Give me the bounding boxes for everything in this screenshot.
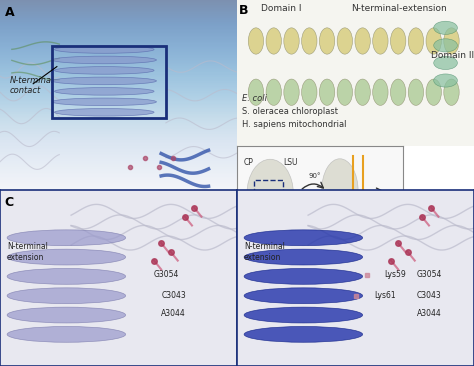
Text: C3043: C3043 bbox=[417, 291, 442, 300]
Ellipse shape bbox=[244, 288, 363, 304]
Ellipse shape bbox=[7, 230, 126, 246]
Ellipse shape bbox=[391, 28, 406, 54]
Text: SSU: SSU bbox=[240, 224, 255, 234]
Ellipse shape bbox=[55, 46, 154, 53]
Ellipse shape bbox=[426, 28, 441, 54]
Text: C: C bbox=[5, 195, 14, 209]
Ellipse shape bbox=[337, 28, 353, 54]
Text: Lys61: Lys61 bbox=[374, 291, 396, 300]
Text: N-terminal
contact: N-terminal contact bbox=[9, 76, 54, 96]
Ellipse shape bbox=[7, 307, 126, 323]
Ellipse shape bbox=[7, 249, 126, 265]
Ellipse shape bbox=[52, 56, 156, 64]
Ellipse shape bbox=[373, 28, 388, 54]
Ellipse shape bbox=[244, 230, 363, 246]
Ellipse shape bbox=[284, 79, 299, 105]
Ellipse shape bbox=[55, 108, 154, 116]
Text: A3044: A3044 bbox=[161, 309, 186, 318]
Ellipse shape bbox=[434, 74, 457, 87]
Ellipse shape bbox=[55, 87, 154, 95]
Text: View Slice: View Slice bbox=[330, 227, 365, 234]
Bar bbox=[254, 180, 283, 202]
Text: E. coli: E. coli bbox=[242, 94, 267, 103]
Ellipse shape bbox=[7, 326, 126, 342]
Text: N-terminal-extension: N-terminal-extension bbox=[351, 4, 447, 14]
Ellipse shape bbox=[244, 249, 363, 265]
Ellipse shape bbox=[248, 79, 264, 105]
Text: A3044: A3044 bbox=[417, 309, 442, 318]
Text: B: B bbox=[239, 4, 249, 18]
Ellipse shape bbox=[266, 28, 282, 54]
Ellipse shape bbox=[355, 28, 370, 54]
Text: Domain I: Domain I bbox=[261, 4, 301, 14]
Text: View Area: View Area bbox=[330, 234, 365, 240]
Ellipse shape bbox=[7, 269, 126, 284]
Ellipse shape bbox=[434, 39, 457, 52]
Text: 90°: 90° bbox=[308, 173, 321, 179]
Ellipse shape bbox=[444, 28, 459, 54]
Ellipse shape bbox=[319, 79, 335, 105]
Ellipse shape bbox=[319, 28, 335, 54]
Ellipse shape bbox=[321, 159, 358, 223]
Ellipse shape bbox=[408, 28, 424, 54]
Text: G3054: G3054 bbox=[417, 270, 443, 279]
Ellipse shape bbox=[52, 77, 156, 85]
Ellipse shape bbox=[444, 79, 459, 105]
Ellipse shape bbox=[434, 21, 457, 34]
Ellipse shape bbox=[7, 288, 126, 304]
Text: G3054: G3054 bbox=[154, 270, 180, 279]
Ellipse shape bbox=[247, 159, 293, 228]
Ellipse shape bbox=[337, 79, 353, 105]
Ellipse shape bbox=[248, 28, 264, 54]
Ellipse shape bbox=[244, 269, 363, 284]
Text: Lys59: Lys59 bbox=[384, 270, 406, 279]
Ellipse shape bbox=[426, 79, 441, 105]
Ellipse shape bbox=[391, 79, 406, 105]
Ellipse shape bbox=[284, 28, 299, 54]
Text: H. sapiens mitochondrial: H. sapiens mitochondrial bbox=[242, 120, 346, 129]
Ellipse shape bbox=[408, 79, 424, 105]
Ellipse shape bbox=[301, 28, 317, 54]
Bar bbox=[52, 46, 166, 118]
Ellipse shape bbox=[252, 210, 289, 237]
Text: C3043: C3043 bbox=[161, 291, 186, 300]
Text: CP: CP bbox=[244, 158, 254, 167]
Text: Domain II: Domain II bbox=[431, 51, 474, 60]
Ellipse shape bbox=[266, 79, 282, 105]
Ellipse shape bbox=[52, 98, 156, 106]
Ellipse shape bbox=[434, 56, 457, 70]
Ellipse shape bbox=[55, 67, 154, 74]
Text: N-terminal
extension: N-terminal extension bbox=[7, 242, 48, 262]
Text: A: A bbox=[5, 6, 14, 19]
Ellipse shape bbox=[373, 79, 388, 105]
Ellipse shape bbox=[355, 79, 370, 105]
Ellipse shape bbox=[244, 326, 363, 342]
Ellipse shape bbox=[301, 79, 317, 105]
Text: LSU: LSU bbox=[283, 158, 298, 167]
Ellipse shape bbox=[244, 307, 363, 323]
Text: S. oleracea chloroplast: S. oleracea chloroplast bbox=[242, 107, 338, 116]
Text: N-terminal
extension: N-terminal extension bbox=[244, 242, 285, 262]
